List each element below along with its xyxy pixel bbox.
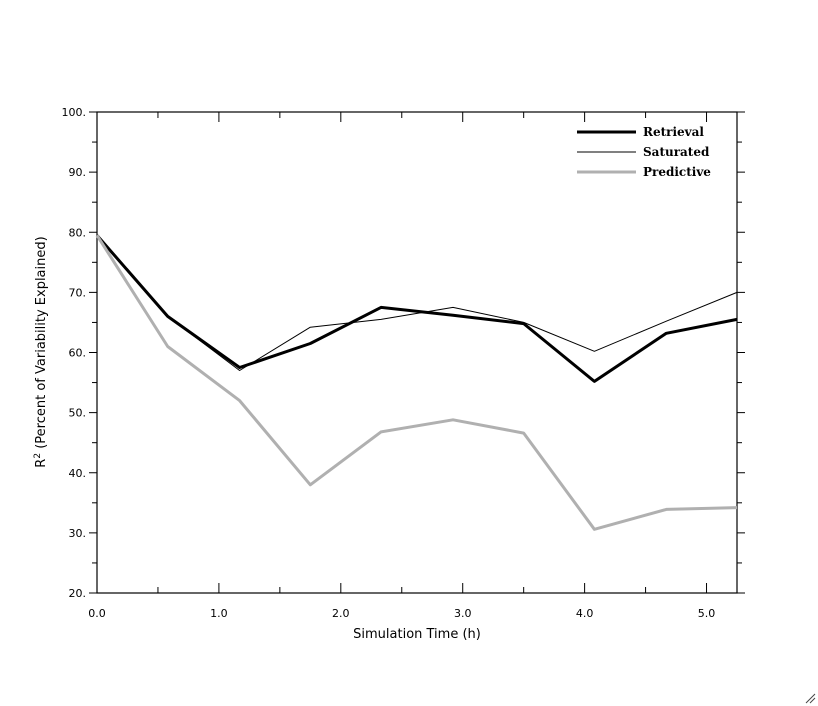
legend-label-predictive: Predictive — [643, 165, 711, 179]
plot-frame — [96, 111, 738, 594]
y-tick-label: 20. — [69, 587, 87, 600]
series-line-predictive — [95, 234, 738, 531]
y-axis-title-prefix: R — [34, 459, 49, 468]
y-tick-label: 70. — [69, 286, 87, 299]
legend-label-retrieval: Retrieval — [643, 125, 704, 139]
x-tick-label: 0.0 — [88, 607, 106, 620]
axis-ticks — [89, 111, 745, 594]
resize-grip-icon[interactable] — [804, 692, 816, 704]
series-line-saturated — [96, 234, 738, 371]
legend-label-saturated: Saturated — [643, 145, 710, 159]
x-tick-label: 4.0 — [576, 607, 594, 620]
x-tick-label: 2.0 — [332, 607, 350, 620]
y-axis-title: R2 (Percent of Variability Explained) — [33, 236, 49, 467]
y-tick-label: 90. — [69, 166, 87, 179]
x-axis-title: Simulation Time (h) — [353, 627, 481, 642]
series-lines — [95, 234, 738, 531]
y-tick-label: 80. — [69, 226, 87, 239]
x-tick-label: 5.0 — [698, 607, 716, 620]
y-tick-label: 100. — [62, 106, 87, 119]
y-tick-label: 60. — [69, 347, 87, 360]
y-tick-label: 50. — [69, 407, 87, 420]
tick-labels: 0.0 1.0 2.0 3.0 4.0 5.0 20. 30. 40. 50. 60. 70. 80. 9… — [62, 106, 716, 620]
y-axis-title-suffix: (Percent of Variability Explained) — [34, 236, 49, 453]
y-tick-label: 30. — [69, 527, 87, 540]
y-axis-title-superscript: 2 — [33, 453, 43, 459]
x-tick-label: 3.0 — [454, 607, 472, 620]
x-tick-label: 1.0 — [210, 607, 228, 620]
series-line-retrieval — [95, 234, 738, 383]
y-tick-label: 40. — [69, 467, 87, 480]
legend: Retrieval Saturated Predictive — [577, 125, 711, 179]
